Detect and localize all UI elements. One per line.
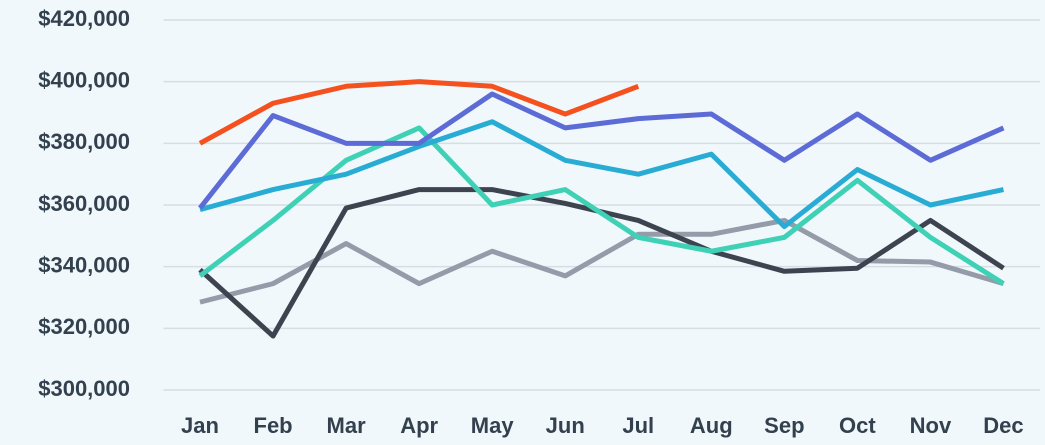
x-tick-label: Feb: [254, 413, 293, 438]
x-tick-label: Jul: [622, 413, 654, 438]
series-line: [199, 119, 1004, 230]
x-tick-label: Apr: [400, 413, 438, 438]
y-tick-label: $320,000: [38, 314, 130, 339]
x-tick-label: Oct: [839, 413, 876, 438]
y-tick-label: $340,000: [38, 252, 130, 277]
x-tick-label: Dec: [983, 413, 1023, 438]
x-tick-label: May: [471, 413, 515, 438]
y-tick-label: $380,000: [38, 129, 130, 154]
x-tick-label: Jun: [546, 413, 585, 438]
x-tick-label: Aug: [690, 413, 733, 438]
series-line: [198, 125, 1005, 286]
y-tick-label: $300,000: [38, 376, 130, 401]
x-tick-label: Sep: [764, 413, 804, 438]
x-tick-label: Jan: [181, 413, 219, 438]
series-line: [198, 91, 1005, 210]
y-tick-label: $420,000: [38, 6, 130, 31]
y-tick-label: $360,000: [38, 191, 130, 216]
series-line: [199, 217, 1005, 305]
x-tick-label: Nov: [910, 413, 952, 438]
x-tick-label: Mar: [327, 413, 367, 438]
series-line: [198, 79, 640, 146]
y-tick-label: $400,000: [38, 67, 130, 92]
